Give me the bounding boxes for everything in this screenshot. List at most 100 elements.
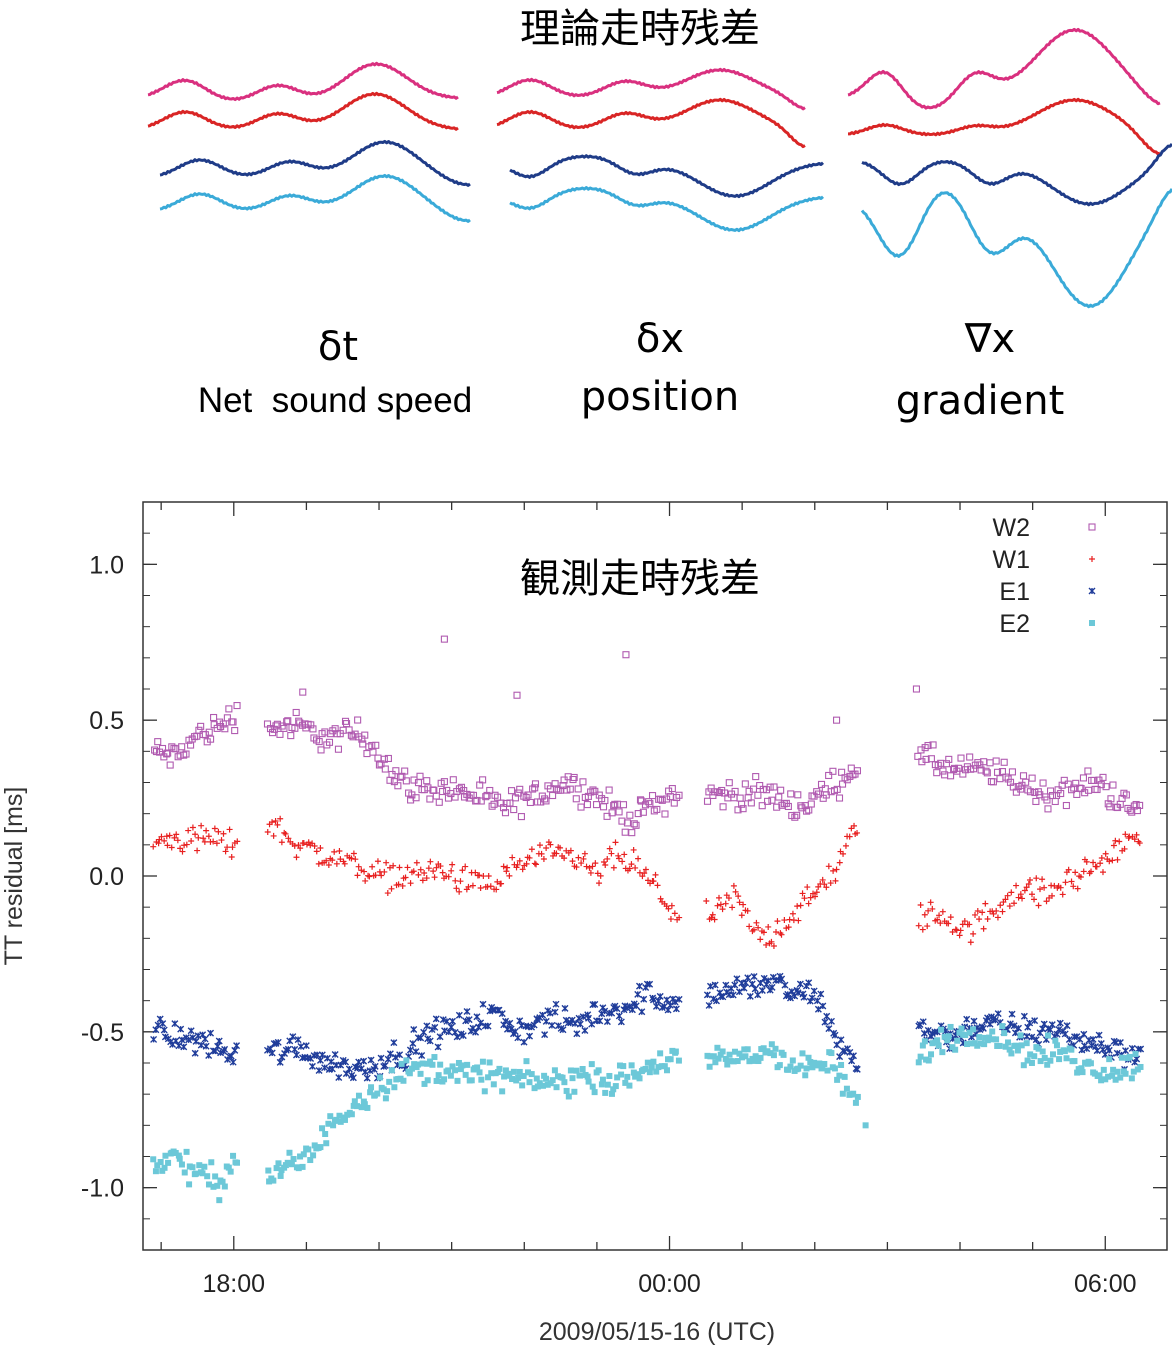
marker-W2 bbox=[182, 750, 190, 758]
marker-E2 bbox=[1023, 1040, 1030, 1047]
y-tick-label: 0.0 bbox=[89, 863, 124, 891]
marker-E2 bbox=[839, 1090, 846, 1097]
marker-W1 bbox=[1019, 895, 1026, 902]
marker-E2 bbox=[726, 1051, 733, 1058]
marker-E2 bbox=[386, 1078, 393, 1085]
marker-W2 bbox=[803, 807, 811, 815]
marker-W2 bbox=[541, 795, 549, 803]
marker-W2 bbox=[1043, 796, 1051, 804]
marker-E2 bbox=[956, 1029, 963, 1036]
marker-E1 bbox=[781, 981, 789, 989]
marker-E1 bbox=[498, 1010, 506, 1018]
marker-W2 bbox=[675, 791, 683, 799]
marker-E1 bbox=[635, 982, 643, 990]
marker-E1 bbox=[649, 996, 657, 1004]
marker-E1 bbox=[703, 991, 711, 999]
marker-W1 bbox=[927, 899, 934, 906]
marker-E1 bbox=[1055, 1025, 1063, 1033]
marker-W2 bbox=[636, 796, 645, 804]
marker-W2 bbox=[821, 785, 829, 793]
marker-W2 bbox=[1002, 773, 1010, 781]
marker-W1 bbox=[459, 867, 466, 874]
marker-E2 bbox=[510, 1068, 517, 1075]
marker-E2 bbox=[1128, 1075, 1135, 1082]
marker-E2 bbox=[821, 1060, 828, 1067]
marker-E1 bbox=[191, 1049, 199, 1057]
marker-W1 bbox=[1077, 874, 1084, 880]
marker-E1 bbox=[215, 1037, 223, 1045]
marker-W1 bbox=[430, 868, 437, 875]
marker-W1 bbox=[224, 844, 231, 851]
marker-W2 bbox=[1099, 773, 1107, 781]
marker-E2 bbox=[805, 1054, 812, 1061]
marker-E2 bbox=[565, 1093, 572, 1100]
marker-E1 bbox=[207, 1029, 215, 1037]
marker-W2 bbox=[178, 743, 186, 751]
marker-W2 bbox=[1051, 797, 1059, 806]
marker-W1 bbox=[729, 904, 736, 911]
marker-W1 bbox=[805, 900, 812, 907]
marker-W2 bbox=[922, 755, 930, 763]
marker-E1 bbox=[436, 1033, 444, 1041]
marker-W2 bbox=[520, 792, 528, 800]
marker-E2 bbox=[358, 1104, 365, 1111]
marker-W1 bbox=[1090, 859, 1097, 866]
marker-W2 bbox=[368, 741, 376, 750]
marker-E1 bbox=[794, 989, 802, 997]
marker-W2 bbox=[1136, 801, 1144, 809]
marker-W2 bbox=[1017, 785, 1025, 793]
marker-E2 bbox=[1002, 1043, 1009, 1050]
marker-W2 bbox=[207, 735, 215, 743]
legend-label-E2: E2 bbox=[999, 610, 1030, 638]
marker-W2 bbox=[924, 741, 932, 750]
marker-W2 bbox=[449, 776, 457, 784]
marker-W1 bbox=[794, 903, 801, 910]
marker-W2 bbox=[955, 764, 963, 772]
marker-W1 bbox=[974, 907, 981, 914]
marker-W2 bbox=[345, 726, 353, 734]
marker-E1 bbox=[506, 1019, 514, 1027]
marker-E2 bbox=[831, 1065, 838, 1072]
marker-W1 bbox=[445, 873, 452, 880]
marker-W1 bbox=[621, 851, 628, 858]
marker-E1 bbox=[1105, 1046, 1113, 1054]
marker-E1 bbox=[294, 1036, 302, 1044]
marker-E2 bbox=[333, 1116, 340, 1123]
marker-W1 bbox=[708, 914, 715, 921]
marker-W2 bbox=[154, 738, 162, 746]
marker-W2 bbox=[375, 761, 383, 769]
marker-E1 bbox=[426, 1037, 434, 1045]
marker-W2 bbox=[621, 828, 629, 836]
marker-E1 bbox=[768, 983, 776, 991]
marker-E2 bbox=[648, 1064, 655, 1071]
marker-W2 bbox=[1088, 776, 1096, 785]
marker-E2 bbox=[1017, 1032, 1024, 1039]
marker-E1 bbox=[159, 1020, 167, 1028]
marker-W1 bbox=[972, 911, 979, 918]
marker-W1 bbox=[961, 918, 968, 925]
marker-W2 bbox=[1102, 783, 1110, 791]
marker-E1 bbox=[455, 1011, 463, 1019]
marker-W2 bbox=[615, 808, 623, 816]
marker-W1 bbox=[452, 877, 459, 884]
marker-E2 bbox=[915, 1059, 922, 1066]
marker-E2 bbox=[838, 1061, 845, 1068]
marker-W1 bbox=[711, 916, 718, 923]
marker-W1 bbox=[528, 846, 535, 853]
marker-W1 bbox=[567, 847, 574, 854]
marker-E1 bbox=[672, 1005, 680, 1013]
marker-E1 bbox=[391, 1053, 399, 1061]
marker-E1 bbox=[579, 1013, 587, 1021]
marker-E2 bbox=[563, 1087, 570, 1094]
marker-W2 bbox=[283, 718, 291, 726]
marker-W1 bbox=[396, 864, 403, 871]
marker-W1 bbox=[1080, 868, 1087, 875]
marker-W2 bbox=[1060, 776, 1068, 784]
marker-W1 bbox=[311, 843, 318, 850]
marker-W2 bbox=[658, 796, 666, 804]
marker-W1 bbox=[722, 900, 729, 907]
marker-E1 bbox=[575, 1014, 583, 1022]
marker-E1 bbox=[386, 1050, 394, 1058]
marker-W2 bbox=[813, 788, 821, 796]
